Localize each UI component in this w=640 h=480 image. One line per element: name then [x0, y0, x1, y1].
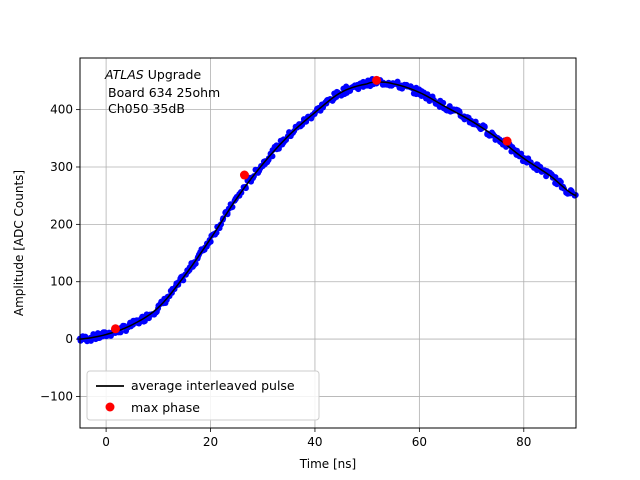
max-phase-point	[502, 136, 512, 146]
annotation-experiment: ATLAS	[104, 67, 144, 82]
annotation-line3: Ch050 35dB	[108, 101, 185, 116]
y-tick-label: 200	[50, 217, 73, 231]
legend-average-label: average interleaved pulse	[131, 378, 295, 393]
x-tick-label: 40	[307, 435, 322, 449]
y-tick-label: −100	[40, 389, 73, 403]
y-tick-label: 100	[50, 275, 73, 289]
x-tick-label: 60	[412, 435, 427, 449]
x-tick-label: 20	[203, 435, 218, 449]
max-phase-point	[111, 324, 121, 334]
sample-point	[229, 203, 236, 210]
annotation-line1: ATLAS Upgrade	[104, 67, 201, 82]
average-pulse-line	[79, 81, 577, 340]
y-tick-label: 300	[50, 160, 73, 174]
x-axis-label: Time [ns]	[299, 457, 356, 471]
y-tick-label: 400	[50, 103, 73, 117]
data-series	[76, 75, 579, 345]
x-tick-label: 80	[516, 435, 531, 449]
plot-frame	[79, 57, 577, 429]
y-tick-label: 0	[65, 332, 73, 346]
y-axis-label: Amplitude [ADC Counts]	[12, 170, 26, 316]
max-phase-point	[372, 75, 382, 85]
plot-area	[80, 58, 576, 428]
x-tick-label: 0	[102, 435, 110, 449]
legend: average interleaved pulse max phase	[86, 370, 320, 421]
legend-box	[86, 370, 320, 421]
legend-max-label: max phase	[131, 400, 200, 415]
legend-max-swatch	[105, 402, 115, 412]
annotation-experiment-suffix: Upgrade	[148, 67, 202, 82]
max-phase-point	[239, 170, 249, 180]
annotation-line2: Board 634 25ohm	[108, 85, 220, 100]
axis-ticks: 0 20 40 60 80 −100 0 100 200 300 400	[40, 103, 531, 449]
experiment-annotation: ATLAS Upgrade Board 634 25ohm Ch050 35dB	[104, 67, 220, 116]
